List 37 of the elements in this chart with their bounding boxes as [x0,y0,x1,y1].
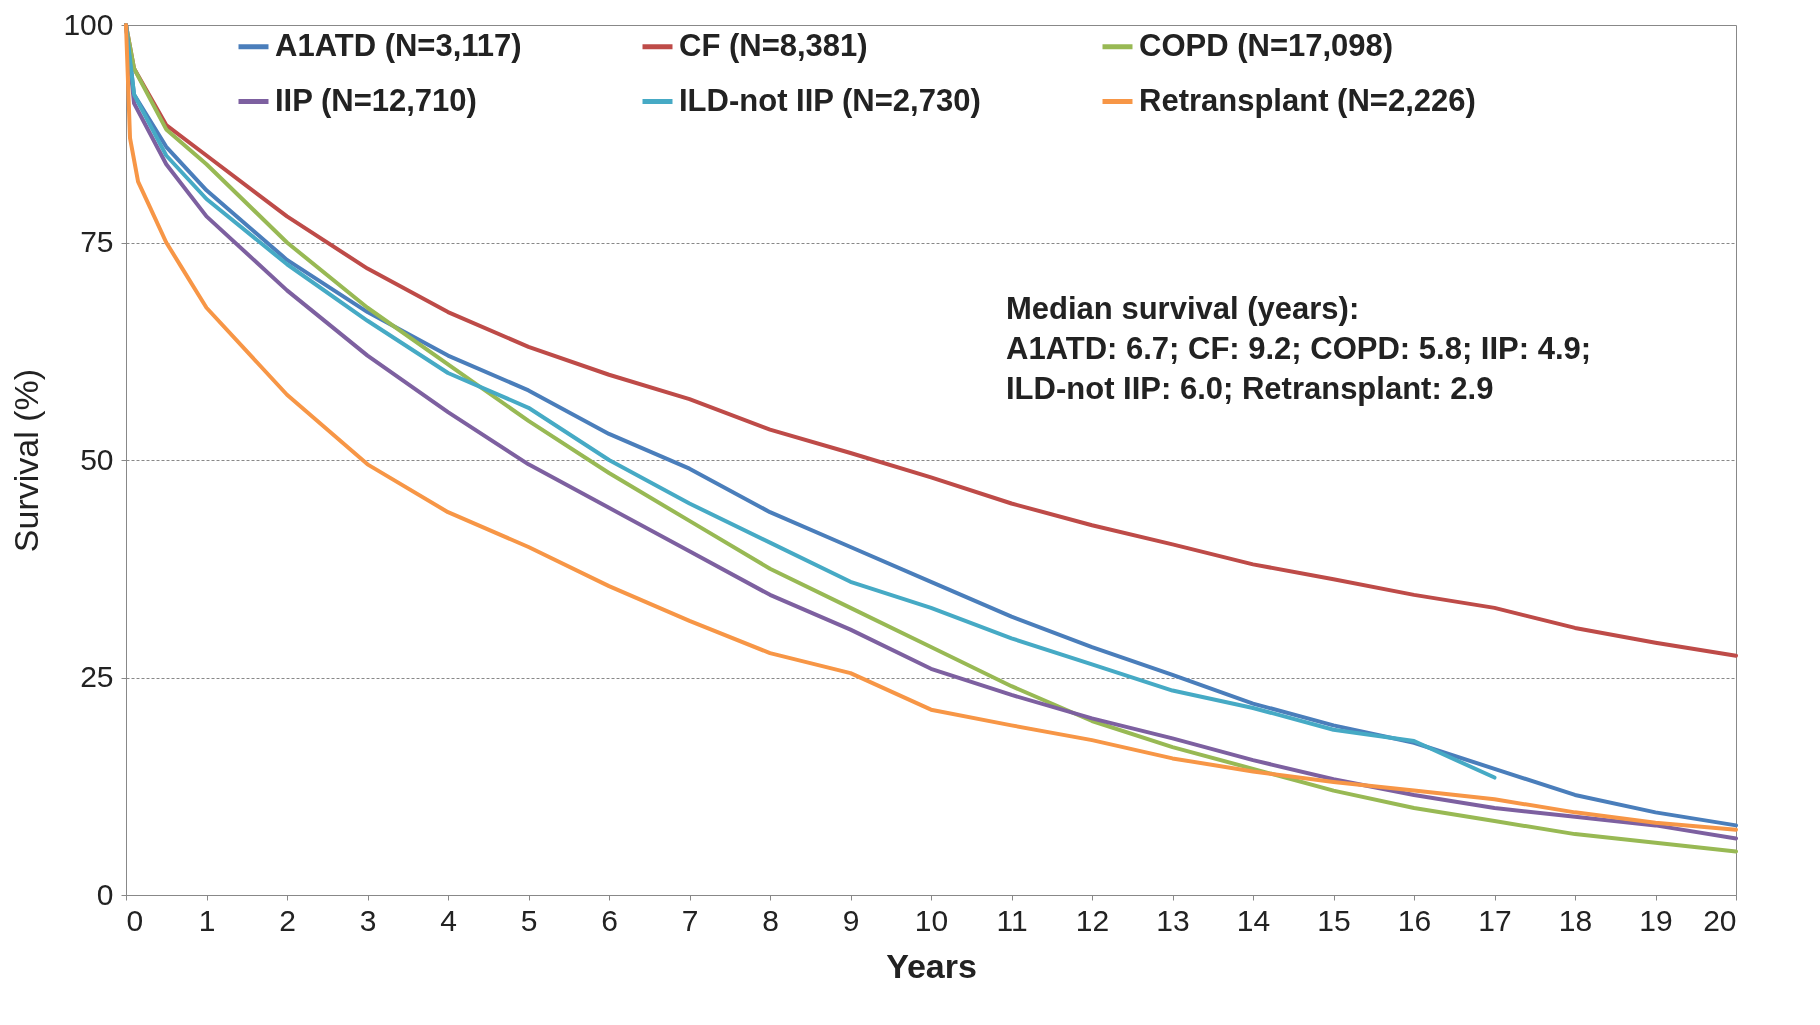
x-tick-label: 3 [359,903,377,937]
y-tick-label: 75 [80,225,114,258]
y-axis-title: Survival (%) [7,368,46,553]
x-tick-label: 4 [440,903,457,937]
x-tick-label: 20 [1703,903,1737,937]
annotation: A1ATD: 6.7; CF: 9.2; COPD: 5.8; IIP: 4.9; [1006,331,1592,366]
x-tick-label: 5 [520,903,538,937]
annotation: Median survival (years): [1006,291,1360,326]
x-tick-label: 6 [601,903,618,937]
x-tick-label: 17 [1478,903,1512,937]
annotation: ILD-not IIP: 6.0; Retransplant: 2.9 [1006,371,1494,406]
x-tick-label: 14 [1236,903,1271,937]
y-tick-label: 100 [63,7,114,41]
x-tick-label: 16 [1397,903,1432,937]
x-tick-label: 7 [681,903,699,937]
x-tick-label: 12 [1075,903,1110,937]
legend-label: Retransplant (N=2,226) [1139,82,1476,118]
x-tick-label: 11 [996,903,1028,937]
x-tick-label: 19 [1639,903,1673,937]
x-tick-label: 15 [1317,903,1351,937]
legend-label: ILD-not IIP (N=2,730) [679,82,981,118]
x-tick-label: 8 [762,903,779,937]
y-tick-label: 0 [96,877,114,911]
x-tick-label: 10 [914,903,949,937]
x-tick-label: 13 [1156,903,1190,937]
x-tick-label: 1 [198,903,216,937]
x-tick-label: 18 [1558,903,1593,937]
legend-label: IIP (N=12,710) [275,82,477,118]
y-tick-label: 25 [80,660,114,693]
x-axis-title: Years [886,946,977,985]
x-tick-label: 0 [126,903,144,937]
y-tick-label: 50 [80,442,114,476]
legend-label: CF (N=8,381) [679,27,868,63]
legend-label: A1ATD (N=3,117) [275,27,522,63]
legend-label: COPD (N=17,098) [1139,27,1394,63]
x-tick-label: 9 [842,903,860,937]
x-tick-label: 2 [279,903,296,937]
